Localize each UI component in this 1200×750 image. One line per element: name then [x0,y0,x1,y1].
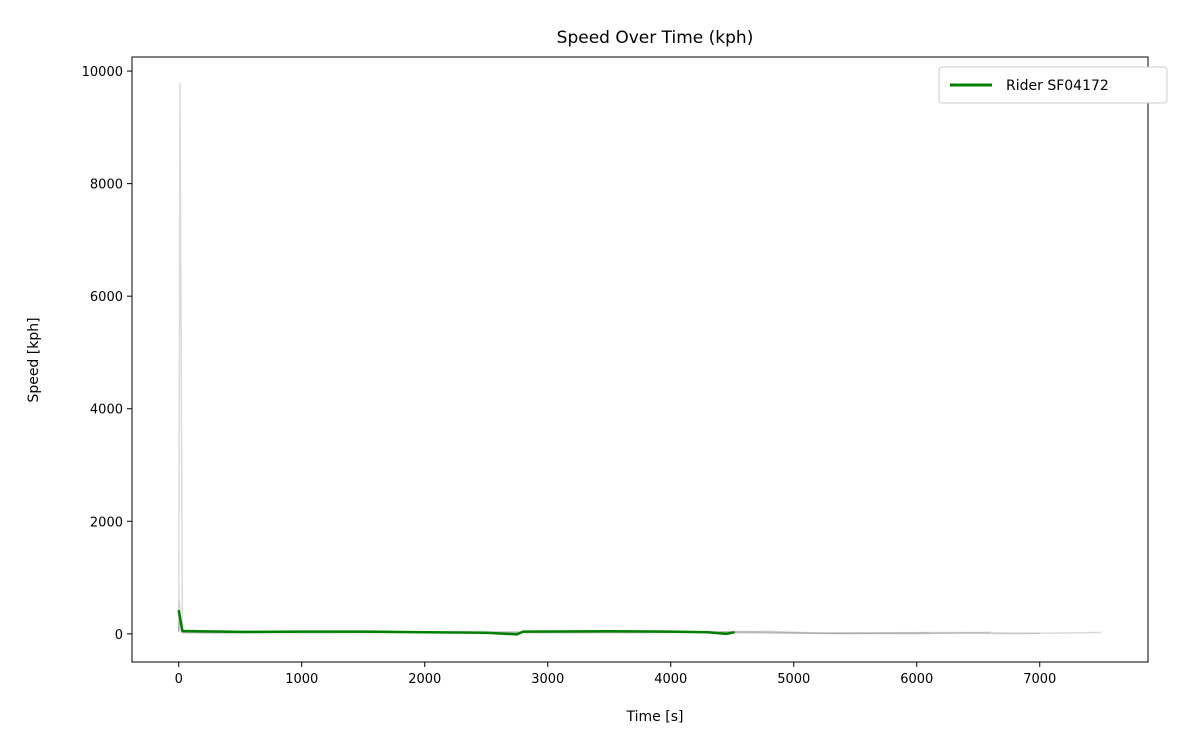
x-tick-label: 1000 [285,672,318,687]
y-tick-label: 6000 [90,290,123,305]
x-axis-label: Time [s] [626,709,684,725]
x-tick-label: 4000 [654,672,687,687]
x-tick-label: 5000 [777,672,810,687]
y-axis: 0 2000 4000 6000 8000 10000 [82,65,132,643]
rider-series-line [177,609,735,636]
highlight-series-group [177,609,735,636]
y-tick-label: 8000 [90,178,123,193]
x-tick-label: 2000 [408,672,441,687]
x-tick-label: 3000 [531,672,564,687]
x-tick-label: 7000 [1023,672,1056,687]
y-tick-label: 10000 [82,65,123,80]
legend-label: Rider SF04172 [1006,78,1109,94]
plot-frame [131,56,1149,663]
y-axis-label: Speed [kph] [26,317,42,402]
legend: Rider SF04172 [938,66,1168,104]
y-tick-label: 4000 [90,403,123,418]
x-tick-label: 6000 [900,672,933,687]
y-tick-label: 0 [115,628,123,643]
x-axis: 0 1000 2000 3000 4000 5000 6000 7000 [175,662,1056,687]
chart-title: Speed Over Time (kph) [557,28,754,48]
x-tick-label: 0 [175,672,183,687]
legend-box [938,66,1168,104]
y-tick-label: 2000 [90,515,123,530]
